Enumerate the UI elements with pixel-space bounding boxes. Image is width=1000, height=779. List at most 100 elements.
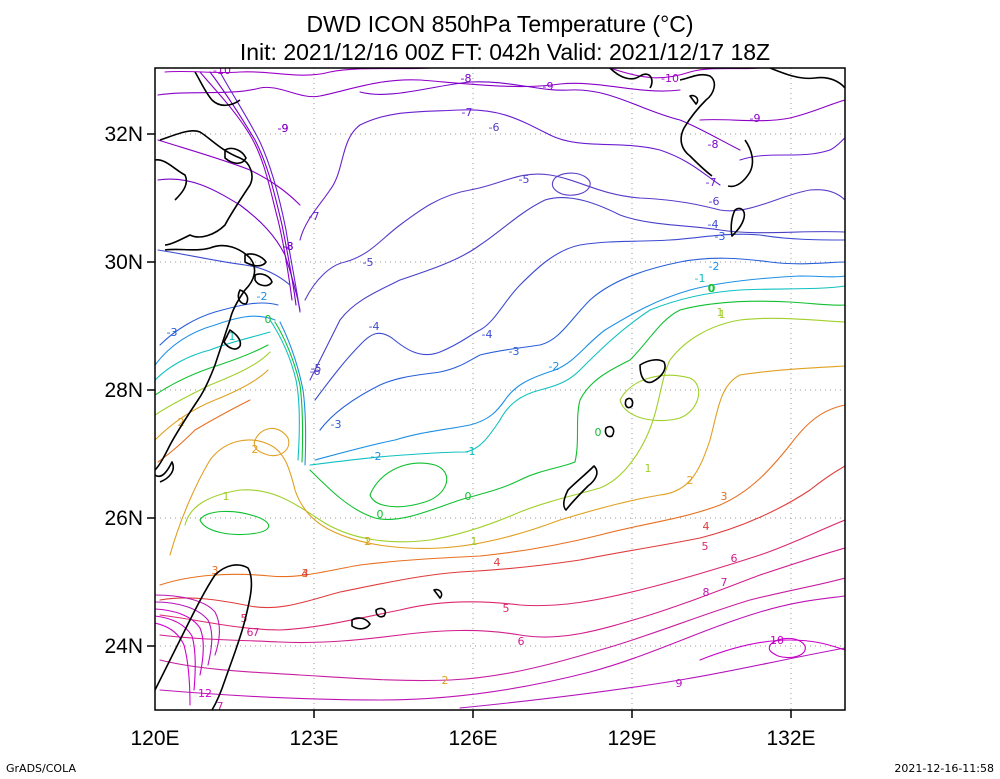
- contour-2-b: [169, 365, 845, 556]
- contour-minus6-loop: [551, 172, 591, 196]
- contour-coast-1: [199, 71, 293, 301]
- contour-label: -5: [363, 256, 374, 269]
- contour-label: -2: [549, 360, 560, 373]
- contour-minus5: [309, 196, 845, 381]
- contour-labels: -10-9-8-7-6-5-8-9-10-9-8-7-6-5-4-3-2-101…: [167, 64, 784, 713]
- contour-label: 9: [676, 677, 683, 690]
- contour-2-loop: [253, 427, 290, 457]
- footer-timestamp: 2021-12-16-11:58: [894, 762, 994, 775]
- coast-korea-tip: [194, 71, 247, 165]
- contour-label: 1: [364, 535, 371, 548]
- contour-minus9: [157, 79, 681, 98]
- y-tick-label: 32N: [104, 123, 143, 146]
- contour-label: 2: [178, 416, 185, 429]
- contour-label: 5: [702, 540, 709, 553]
- contour-label: -8: [461, 72, 472, 85]
- contour-label: -5: [311, 362, 322, 375]
- contour-label: 0: [708, 282, 715, 295]
- contour-coast-3: [219, 71, 301, 313]
- contour-minus2: [155, 315, 276, 366]
- coast-osumi: [730, 207, 746, 237]
- contour-label: 1: [719, 308, 726, 321]
- contour-label: 3: [302, 567, 309, 580]
- contour-label: 3: [721, 490, 728, 503]
- contour-label: 2: [252, 443, 259, 456]
- coast-kyushu: [609, 68, 716, 177]
- contour-10-loop: [768, 637, 806, 659]
- contour-0-b: [309, 300, 845, 520]
- contour-label: 7: [721, 576, 728, 589]
- chart-subtitle: Init: 2021/12/16 00Z FT: 042h Valid: 202…: [240, 39, 770, 65]
- contour-minus9-east: [699, 99, 845, 122]
- contour-minus10-east: [609, 68, 761, 79]
- contour-label: 12: [198, 687, 212, 700]
- contour-label: -1: [465, 445, 476, 458]
- contour-label: 6: [731, 552, 738, 565]
- contour-3: [157, 399, 251, 463]
- contour-taiwan-11: [155, 615, 196, 691]
- contour-label: -1: [225, 330, 236, 343]
- contour-10: [699, 639, 845, 661]
- contour-label: 0: [465, 490, 472, 503]
- contour-minus4-b: [314, 233, 845, 401]
- contour-label: -3: [331, 418, 342, 431]
- contour-minus4: [157, 249, 291, 286]
- x-tick-label: 123E: [289, 727, 338, 750]
- contour-label: 7: [217, 700, 224, 713]
- contour-label: -5: [519, 173, 530, 186]
- contour-label: 0: [265, 313, 272, 326]
- contour-label: 0: [595, 426, 602, 439]
- x-tick-label: 120E: [130, 727, 179, 750]
- contour-label: 4: [302, 567, 309, 580]
- contour-label: -7: [309, 210, 320, 223]
- y-tick-label: 24N: [104, 635, 143, 658]
- contour-label: 7: [253, 626, 260, 639]
- contour-label: -3: [509, 345, 520, 358]
- coastlines: [155, 68, 845, 710]
- contour-1-b: [184, 317, 845, 543]
- contour-label: -2: [257, 290, 268, 303]
- temperature-contours: [155, 68, 845, 709]
- contour-minus1: [155, 331, 271, 381]
- contour-label: -9: [278, 122, 289, 135]
- contour-label: -4: [369, 320, 380, 333]
- contour-label: -4: [482, 328, 493, 341]
- y-tick-label: 28N: [104, 379, 143, 402]
- contour-label: -9: [543, 80, 554, 93]
- contour-taiwan-8: [155, 594, 221, 656]
- contour-minus9-b: [157, 139, 301, 206]
- contour-label: 5: [503, 602, 510, 615]
- contour-2: [155, 369, 269, 441]
- x-tick-label: 129E: [607, 727, 656, 750]
- contour-4: [159, 465, 845, 609]
- contour-taiwan-9: [155, 601, 213, 666]
- contour-label: -8: [283, 240, 294, 253]
- contour-label: -9: [750, 112, 761, 125]
- contour-label: -6: [310, 365, 321, 378]
- contour-label: -8: [708, 138, 719, 151]
- contour-label: -6: [709, 195, 720, 208]
- contour-0-loop-west: [199, 510, 270, 536]
- coast-china-north: [155, 130, 253, 246]
- contour-label: 3: [212, 564, 219, 577]
- grid-lines: [155, 68, 845, 710]
- contour-minus3-b: [319, 257, 845, 431]
- contour-label: -4: [708, 218, 719, 231]
- x-tick-label: 126E: [448, 727, 497, 750]
- footer-credit: GrADS/COLA: [6, 762, 76, 775]
- coast-china-south: [155, 289, 249, 483]
- contour-minus3: [159, 302, 279, 346]
- contour-label: 10: [770, 634, 784, 647]
- axis-ticks: [147, 133, 792, 718]
- contour-minus8-b: [359, 81, 741, 151]
- contour-label: -7: [462, 106, 473, 119]
- plot-area: -10-9-8-7-6-5-8-9-10-9-8-7-6-5-4-3-2-101…: [155, 64, 845, 713]
- contour-coast-4: [269, 319, 300, 461]
- contour-label: -2: [371, 450, 382, 463]
- contour-7: [159, 577, 845, 682]
- contour-minus7: [299, 109, 721, 241]
- contour-5: [159, 519, 845, 631]
- contour-label: -10: [213, 64, 231, 77]
- contour-coast-2: [209, 71, 297, 306]
- contour-3-b: [159, 404, 845, 586]
